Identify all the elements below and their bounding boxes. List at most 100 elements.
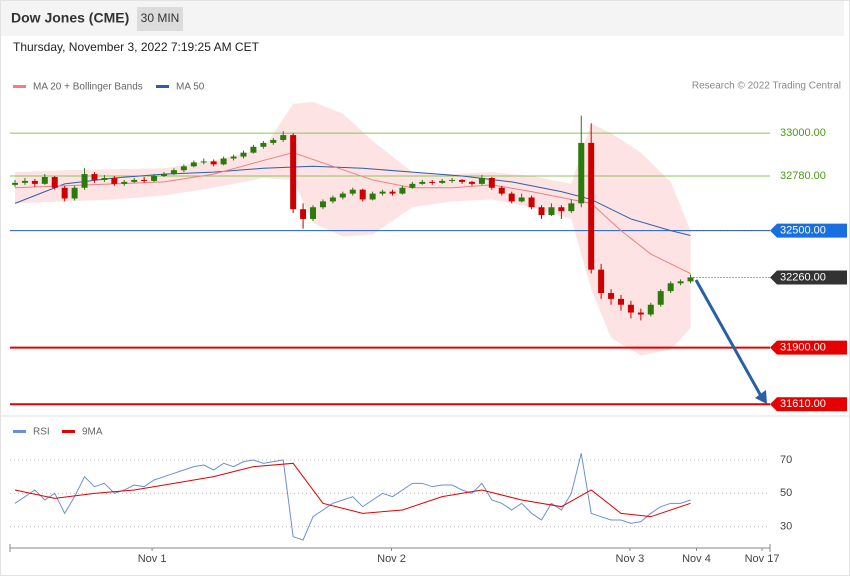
candle-body [180, 166, 187, 171]
level-label: 32780.00 [780, 170, 826, 182]
candle-body [329, 197, 336, 202]
candle-body [280, 135, 287, 140]
candle-body [439, 180, 446, 183]
candle-body [151, 176, 158, 181]
timestamp: Thursday, November 3, 2022 7:19:25 AM CE… [13, 40, 260, 54]
candle-body [220, 158, 227, 165]
candle-body [131, 179, 138, 182]
rsi-line [14, 453, 691, 541]
candle-body [190, 162, 197, 167]
candle-body [369, 193, 376, 200]
candle-body [518, 197, 525, 202]
candle-body [349, 189, 356, 194]
rsi-tick-label: 50 [780, 487, 792, 499]
ma20-line [14, 152, 691, 274]
candle-body [598, 269, 605, 294]
candle-body [12, 182, 18, 185]
candle-body [459, 179, 466, 182]
legend-label: MA 20 + Bollinger Bands [33, 82, 143, 93]
candle-body [61, 187, 68, 199]
candle-body [161, 174, 168, 177]
candle-body [71, 187, 78, 199]
candle-body [627, 304, 634, 313]
x-tick-label: Nov 3 [616, 553, 645, 565]
candle-body [429, 181, 436, 183]
candle-body [379, 191, 386, 194]
rsi-tick-label: 30 [780, 521, 792, 533]
candle-body [608, 293, 615, 299]
candle-body [300, 209, 307, 219]
candle-body [290, 135, 297, 210]
candle-body [617, 298, 624, 305]
candle-body [31, 180, 38, 184]
candle-body [210, 161, 217, 165]
legend-swatch [62, 430, 75, 433]
candle-body [449, 179, 456, 181]
candle-body [548, 207, 555, 216]
candle-body [240, 152, 247, 157]
ma50-line [14, 165, 691, 237]
candle-body [141, 179, 148, 181]
legend-label: RSI [33, 427, 50, 438]
candle-body [468, 181, 475, 184]
candle-body [200, 161, 207, 163]
rsi-tick-label: 70 [780, 454, 792, 466]
candle-body [667, 283, 674, 292]
candle-body [230, 156, 237, 159]
candle-body [270, 139, 277, 143]
legend-swatch [13, 430, 26, 433]
rsi-ma-line [14, 462, 691, 518]
candle-body [170, 170, 177, 175]
candle-body [419, 181, 426, 184]
candle-body [41, 177, 48, 184]
candle-body [568, 203, 575, 212]
interval-box[interactable] [137, 7, 183, 31]
x-tick-label: Nov 2 [377, 553, 406, 565]
interval[interactable]: 30 MIN [141, 11, 180, 25]
candle-body [319, 201, 326, 208]
candle-body [399, 187, 406, 194]
level-label: 32260.00 [780, 271, 826, 283]
legend-label: 9MA [82, 427, 103, 438]
title: Dow Jones (CME) [11, 10, 129, 26]
candle-body [478, 178, 485, 184]
level-label-box [770, 223, 847, 238]
candle-body [528, 197, 535, 208]
candle-body [111, 178, 118, 184]
candle-body [21, 180, 28, 183]
level-label: 33000.00 [780, 127, 826, 139]
candle-body [508, 193, 515, 202]
candle-body [558, 207, 565, 212]
candle-body [51, 177, 58, 188]
forecast-arrow [694, 279, 763, 397]
candle-body [578, 142, 585, 204]
candle-body [91, 174, 98, 180]
x-tick-label: Nov 1 [138, 553, 167, 565]
candle-body [121, 181, 128, 184]
level-label: 31900.00 [780, 342, 826, 354]
candle-body [538, 207, 545, 216]
x-tick-label: Nov 17 [745, 553, 780, 565]
candle-body [101, 178, 108, 180]
legend-swatch [156, 85, 169, 88]
level-label-box [770, 397, 847, 412]
level-label: 31610.00 [780, 398, 826, 410]
candle-body [687, 277, 694, 282]
candle-body [677, 281, 684, 284]
candle-body [359, 189, 366, 200]
candle-body [339, 193, 346, 198]
candle-body [488, 178, 495, 188]
candle-body [657, 291, 664, 305]
candle-body [81, 174, 88, 188]
candle-body [260, 142, 267, 147]
level-label-box [770, 270, 847, 285]
candle-body [250, 146, 257, 153]
candle-body [389, 191, 396, 194]
forecast-arrowhead [755, 390, 767, 404]
level-label: 32500.00 [780, 225, 826, 237]
candle-body [647, 304, 654, 315]
candle-body [409, 183, 416, 188]
legend-label: MA 50 [176, 82, 205, 93]
level-label-box [770, 340, 847, 355]
